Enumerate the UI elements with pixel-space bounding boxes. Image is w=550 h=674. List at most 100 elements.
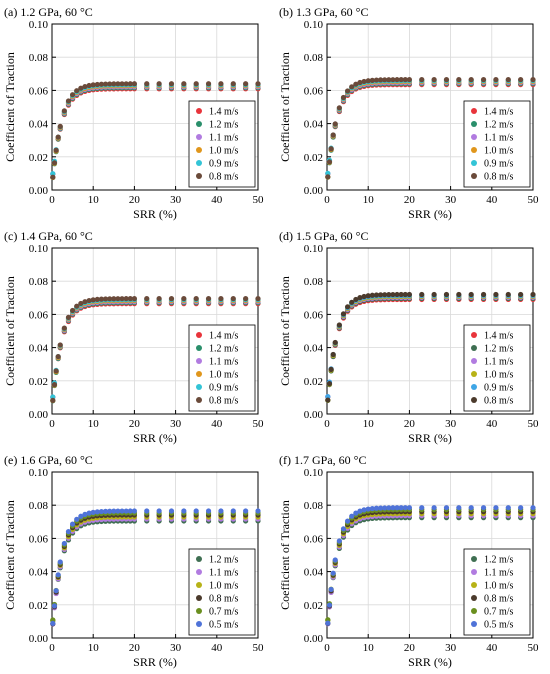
data-point	[361, 293, 367, 300]
x-tick-label: 0	[49, 642, 55, 654]
legend-label: 1.0 m/s	[484, 581, 514, 592]
chart-title-c: (c) 1.4 GPa, 60 °C	[4, 229, 93, 243]
chart-c: (c) 1.4 GPa, 60 °C 0 10 20 30 40 50 0.00 0.02 0.0…	[3, 229, 265, 445]
legend-label: 1.0 m/s	[209, 146, 239, 157]
legend-label: 1.2 m/s	[484, 555, 514, 566]
data-point	[86, 82, 92, 89]
x-tick-label: 50	[253, 418, 265, 430]
chart-title-f: (f) 1.7 GPa, 60 °C	[279, 453, 366, 467]
data-point	[255, 81, 261, 87]
data-point	[74, 303, 80, 309]
panel-e: (e) 1.6 GPa, 60 °C 0 10 20 30 40 50 0.00 0.02 0.0…	[0, 448, 275, 672]
data-point	[127, 81, 133, 87]
data-point	[131, 81, 137, 87]
data-point	[336, 322, 342, 328]
data-point	[369, 292, 375, 298]
legend-marker	[196, 345, 202, 351]
x-tick-label: 20	[404, 194, 416, 206]
legend-label: 0.8 m/s	[209, 172, 239, 183]
x-tick-label: 50	[528, 194, 540, 206]
x-tick-label: 20	[129, 418, 141, 430]
data-point	[340, 311, 347, 317]
data-point	[349, 84, 355, 90]
data-point	[78, 85, 84, 91]
data-point	[402, 505, 408, 511]
y-tick-label: 0.02	[304, 152, 323, 164]
legend-box	[188, 100, 256, 188]
y-tick-label: 0.06	[29, 533, 49, 545]
y-tick-label: 0.00	[29, 185, 49, 197]
data-point	[205, 81, 212, 87]
data-point	[373, 505, 380, 511]
y-tick-label: 0.02	[29, 600, 48, 612]
data-point	[65, 529, 72, 535]
data-point	[94, 509, 100, 515]
data-point	[55, 134, 61, 140]
data-point	[480, 291, 487, 298]
y-tick-label: 0.08	[29, 52, 49, 64]
data-point	[243, 81, 249, 87]
data-point	[111, 81, 117, 87]
data-point	[332, 121, 338, 127]
plot-frame	[51, 247, 259, 415]
x-tick-label: 30	[445, 194, 457, 206]
chart-d: (d) 1.5 GPa, 60 °C 0 10 20 30 40 50 0.00 0.02 0.0…	[278, 229, 539, 445]
data-point	[406, 505, 412, 511]
data-point	[115, 508, 121, 514]
legend-label: 1.2 m/s	[209, 555, 239, 566]
data-point	[230, 81, 236, 87]
y-tick-label: 0.06	[304, 309, 324, 321]
x-tick-label: 50	[528, 642, 540, 654]
data-point	[119, 508, 125, 514]
data-point	[193, 508, 199, 514]
data-point	[53, 147, 59, 153]
y-tick-label: 0.06	[304, 85, 324, 97]
y-axis-label: Coefficient of Traction	[3, 500, 17, 610]
data-point	[51, 603, 58, 609]
data-point	[74, 88, 80, 94]
legend-label: 0.9 m/s	[484, 383, 514, 394]
legend-marker	[471, 332, 477, 338]
legend-marker	[196, 371, 202, 377]
data-point	[82, 299, 88, 305]
x-tick-label: 30	[445, 642, 457, 654]
chart-b: (b) 1.3 GPa, 60 °C 0 10 20 30 40 50 0.00 0.02 0.0…	[278, 5, 540, 221]
legend-label: 0.5 m/s	[484, 620, 514, 631]
data-point	[328, 366, 334, 373]
data-point	[168, 508, 175, 514]
data-point	[107, 508, 113, 514]
legend-marker	[196, 595, 202, 601]
data-point	[377, 77, 384, 83]
y-tick-label: 0.04	[304, 567, 324, 579]
data-point	[406, 291, 412, 298]
data-point	[55, 572, 61, 578]
data-point	[102, 508, 109, 514]
data-point	[50, 397, 56, 404]
data-point	[431, 291, 437, 298]
data-point	[325, 620, 331, 626]
legend-label: 0.7 m/s	[209, 607, 239, 618]
data-point	[144, 81, 150, 87]
data-point	[218, 508, 224, 514]
data-point	[326, 602, 333, 608]
y-axis-label: Coefficient of Traction	[278, 52, 292, 162]
data-point	[419, 77, 425, 83]
data-point	[102, 81, 109, 87]
data-point	[369, 505, 375, 512]
data-point	[353, 296, 359, 303]
y-tick-label: 0.04	[304, 119, 324, 131]
data-point	[107, 81, 113, 87]
data-point	[377, 292, 384, 298]
data-point	[398, 291, 404, 298]
x-tick-label: 0	[49, 194, 55, 206]
legend-marker	[471, 608, 477, 614]
data-point	[349, 299, 355, 305]
data-point	[419, 291, 425, 298]
data-point	[181, 81, 187, 87]
data-point	[94, 296, 100, 303]
data-point	[345, 518, 351, 524]
legend-label: 1.4 m/s	[484, 107, 514, 118]
x-tick-label: 0	[324, 194, 330, 206]
data-point	[98, 508, 105, 515]
data-point	[61, 325, 67, 331]
